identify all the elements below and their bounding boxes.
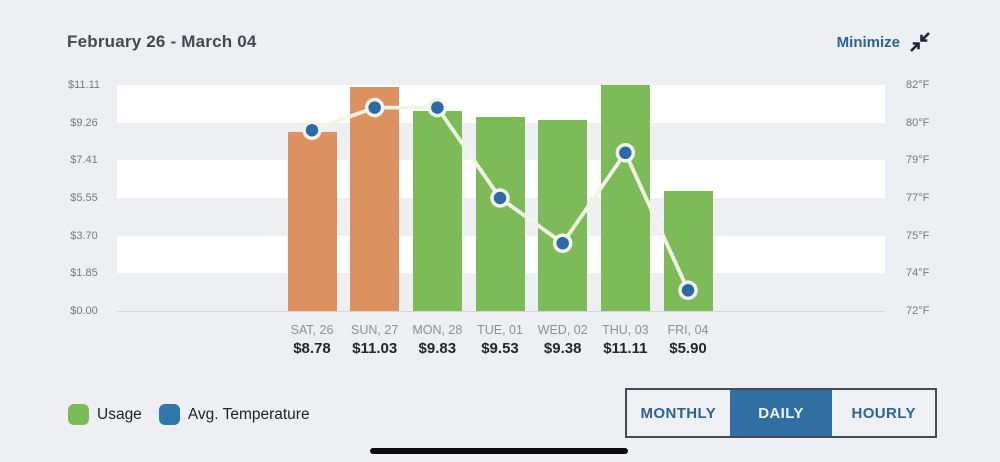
usage-value-label: $5.90 <box>669 340 707 357</box>
home-indicator-handle[interactable] <box>370 448 628 454</box>
tab-daily[interactable]: DAILY <box>729 390 833 436</box>
avg-temperature-point[interactable] <box>678 280 698 301</box>
legend-item-usage: Usage <box>68 404 142 425</box>
minimize-button[interactable]: Minimize <box>837 30 932 54</box>
minimize-label: Minimize <box>836 33 900 51</box>
day-label: FRI, 04 <box>667 323 709 337</box>
view-toggle-group: MONTHLY DAILY HOURLY <box>625 388 937 438</box>
chart-legend: Usage Avg. Temperature <box>68 404 310 425</box>
avg-temperature-point[interactable] <box>552 233 573 253</box>
grid-band <box>117 85 885 123</box>
usage-bar[interactable] <box>287 132 337 311</box>
date-range-title: February 26 - March 04 <box>67 32 257 51</box>
day-label: THU, 03 <box>602 323 649 337</box>
avg-temperature-point[interactable] <box>615 143 636 163</box>
right-axis-tick: 75°F <box>906 229 930 242</box>
left-axis-tick: $3.70 <box>70 229 98 242</box>
collapse-arrows-icon <box>910 32 930 52</box>
avg-temperature-swatch <box>158 404 180 425</box>
left-axis-tick: $7.41 <box>70 154 98 167</box>
x-axis-line <box>117 311 885 312</box>
left-axis-tick: $11.11 <box>67 79 100 91</box>
usage-bar[interactable] <box>600 85 650 311</box>
usage-value-label: $9.38 <box>543 340 582 357</box>
avg-temperature-point[interactable] <box>364 97 385 118</box>
legend-label: Usage <box>97 405 142 423</box>
right-axis-tick: 79°F <box>906 154 930 167</box>
usage-value-label: $9.83 <box>418 340 457 357</box>
usage-value-label: $11.03 <box>352 340 398 357</box>
right-axis-tick: 74°F <box>906 267 930 280</box>
usage-bar[interactable] <box>412 111 462 311</box>
tab-hourly[interactable]: HOURLY <box>832 390 936 436</box>
left-axis-tick: $9.26 <box>70 116 98 129</box>
tab-monthly[interactable]: MONTHLY <box>627 390 730 436</box>
right-axis-tick: 77°F <box>906 192 930 204</box>
usage-bar[interactable] <box>475 117 525 311</box>
usage-bar[interactable] <box>350 86 400 311</box>
right-axis-tick: 80°F <box>906 116 930 129</box>
left-axis-tick: $0.00 <box>70 305 98 317</box>
usage-bar[interactable] <box>538 120 588 311</box>
left-axis-tick: $1.85 <box>70 267 98 280</box>
usage-value-label: $9.53 <box>481 340 519 357</box>
day-label: TUE, 01 <box>477 323 523 337</box>
right-axis-tick: 82°F <box>906 79 930 91</box>
day-label: WED, 02 <box>537 323 588 337</box>
avg-temperature-point[interactable] <box>427 97 448 118</box>
right-axis-tick: 72°F <box>906 305 930 317</box>
usage-value-label: $8.78 <box>293 340 331 357</box>
avg-temperature-point[interactable] <box>490 188 510 208</box>
usage-value-label: $11.11 <box>603 340 648 357</box>
legend-label: Avg. Temperature <box>187 405 310 423</box>
day-label: SUN, 27 <box>351 323 399 337</box>
avg-temperature-point[interactable] <box>302 120 322 140</box>
usage-swatch <box>68 404 89 425</box>
legend-item-avg-temperature: Avg. Temperature <box>158 404 310 425</box>
day-label: SAT, 26 <box>290 323 334 337</box>
left-axis-tick: $5.55 <box>70 192 98 204</box>
day-label: MON, 28 <box>412 323 463 337</box>
